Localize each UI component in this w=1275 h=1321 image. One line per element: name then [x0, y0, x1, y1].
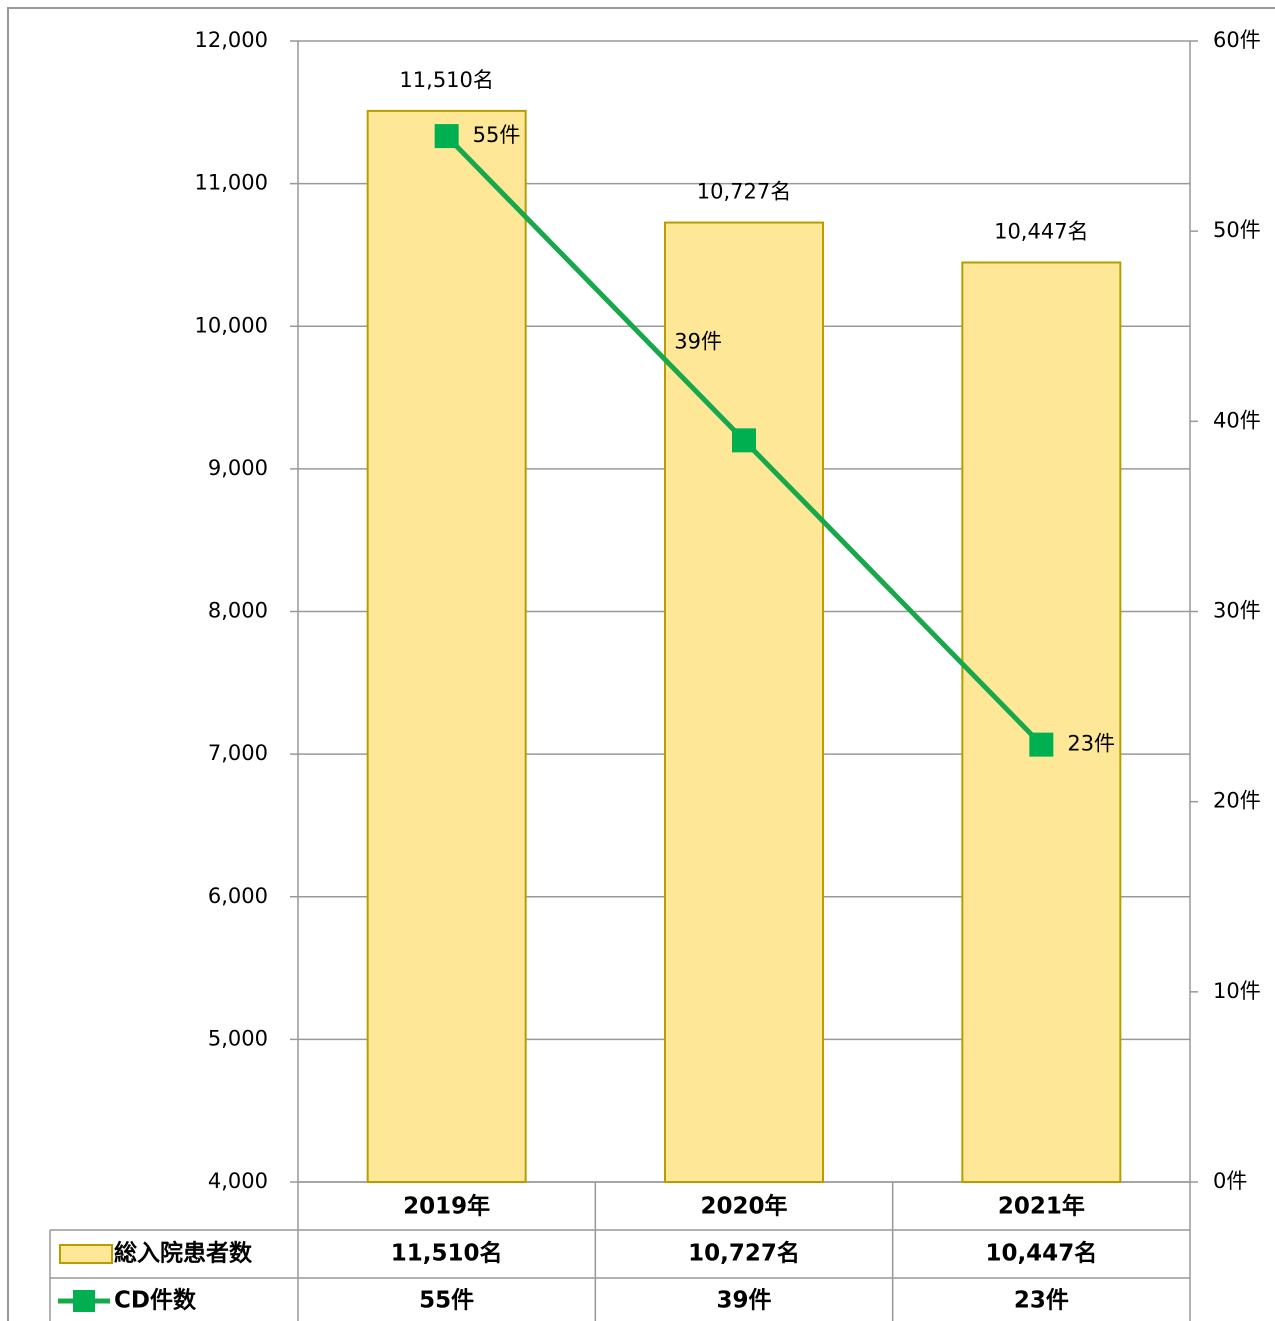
data-label: 10,447名: [994, 219, 1088, 243]
table-cell: 10,727名: [688, 1240, 800, 1267]
y2-tick-label: 20件: [1213, 789, 1261, 813]
y-tick-label: 7,000: [208, 741, 268, 765]
data-label: 39件: [674, 329, 722, 353]
y2-tick-label: 30件: [1213, 599, 1261, 623]
y2-tick-label: 0件: [1213, 1169, 1247, 1193]
y-tick-label: 6,000: [208, 884, 268, 908]
y-tick-label: 5,000: [208, 1026, 268, 1050]
table-cell: 23件: [1014, 1288, 1069, 1314]
legend-label: CD件数: [114, 1288, 197, 1314]
legend-swatch: [59, 1244, 113, 1264]
table-cell: 11,510名: [391, 1240, 503, 1267]
marker: [1029, 732, 1054, 757]
marker: [732, 428, 756, 453]
x-tick-label: 2021年: [998, 1193, 1085, 1220]
y-tick-label: 10,000: [195, 313, 268, 337]
table-cell: 55件: [419, 1288, 474, 1314]
y-tick-label: 9,000: [208, 456, 268, 480]
table-cell: 10,447名: [985, 1240, 1097, 1267]
x-tick-label: 2020年: [700, 1193, 787, 1220]
y2-tick-label: 10件: [1213, 979, 1261, 1003]
table-cell: 39件: [716, 1288, 771, 1314]
legend-label: 総入院患者数: [114, 1240, 253, 1267]
y2-tick-label: 50件: [1213, 218, 1261, 242]
frame: [7, 7, 1275, 1321]
y-tick-label: 11,000: [195, 171, 268, 195]
y-tick-label: 8,000: [208, 599, 268, 623]
data-label: 55件: [473, 123, 521, 147]
y2-tick-label: 40件: [1213, 408, 1261, 432]
bar: [664, 221, 824, 1183]
data-label: 23件: [1067, 732, 1115, 756]
marker: [434, 124, 459, 149]
y-tick-label: 4,000: [208, 1169, 268, 1193]
x-tick-label: 2019年: [403, 1193, 490, 1220]
bar: [366, 109, 527, 1184]
y2-tick-label: 60件: [1213, 28, 1261, 52]
data-label: 11,510名: [399, 68, 493, 92]
y-tick-label: 12,000: [195, 28, 268, 52]
data-label: 10,727名: [697, 180, 791, 204]
bar: [961, 261, 1122, 1183]
legend-marker: [73, 1290, 95, 1312]
